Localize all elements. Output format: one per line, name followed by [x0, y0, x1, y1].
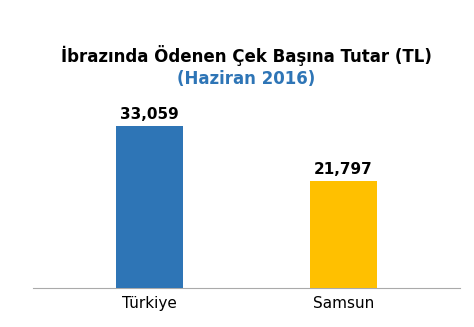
Text: (Haziran 2016): (Haziran 2016) [177, 70, 316, 88]
Bar [310, 181, 377, 288]
Bar [116, 126, 183, 288]
Text: 21,797: 21,797 [314, 163, 373, 178]
Text: İbrazında Ödenen Çek Başına Tutar (TL): İbrazında Ödenen Çek Başına Tutar (TL) [61, 45, 432, 66]
Text: 33,059: 33,059 [120, 107, 179, 122]
